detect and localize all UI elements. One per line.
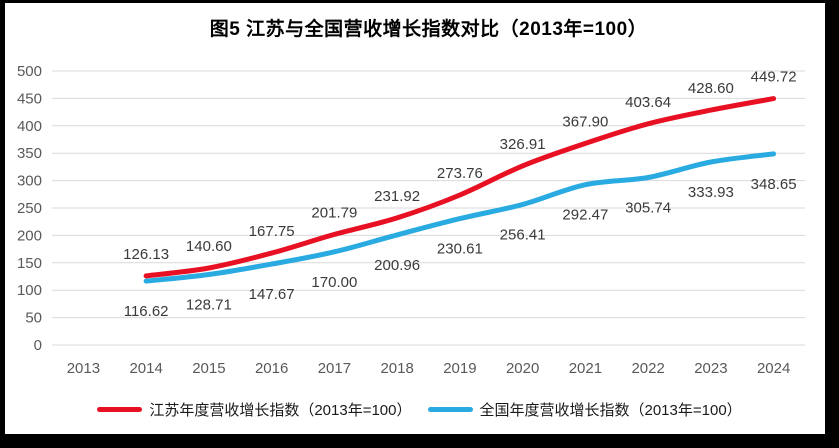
data-label-series0-2020: 326.91 xyxy=(500,136,546,153)
xtick-label-2018: 2018 xyxy=(380,360,413,377)
frame-left xyxy=(0,0,5,448)
xtick-label-2020: 2020 xyxy=(506,360,539,377)
legend: 江苏年度营收增长指数（2013年=100） 全国年度营收增长指数（2013年=1… xyxy=(0,398,839,420)
xtick-label-2013: 2013 xyxy=(67,360,100,377)
data-label-series1-2017: 170.00 xyxy=(311,274,357,291)
legend-label-national: 全国年度营收增长指数（2013年=100） xyxy=(479,401,742,419)
data-label-series1-2019: 230.61 xyxy=(437,241,483,258)
data-label-series1-2016: 147.67 xyxy=(249,286,295,303)
xtick-label-2022: 2022 xyxy=(631,360,664,377)
ytick-label-200: 200 xyxy=(17,227,42,244)
data-label-series1-2018: 200.96 xyxy=(374,257,420,274)
data-label-series0-2024: 449.72 xyxy=(751,69,797,86)
xtick-label-2024: 2024 xyxy=(757,360,790,377)
legend-swatch-jiangsu-line-icon xyxy=(97,406,143,412)
xtick-label-2014: 2014 xyxy=(129,360,162,377)
data-label-series0-2014: 126.13 xyxy=(123,246,169,263)
ytick-label-500: 500 xyxy=(17,63,42,80)
xtick-label-2017: 2017 xyxy=(318,360,351,377)
data-label-series1-2022: 305.74 xyxy=(625,199,671,216)
ytick-label-350: 350 xyxy=(17,145,42,162)
chart-title: 图5 江苏与全国营收增长指数对比（2013年=100） xyxy=(209,19,648,40)
data-label-series0-2023: 428.60 xyxy=(688,80,734,97)
legend-item-national: 全国年度营收增长指数（2013年=100） xyxy=(427,399,742,420)
legend-item-jiangsu: 江苏年度营收增长指数（2013年=100） xyxy=(97,399,412,420)
xtick-label-2019: 2019 xyxy=(443,360,476,377)
ytick-label-150: 150 xyxy=(17,255,42,272)
data-label-series1-2020: 256.41 xyxy=(500,226,546,243)
data-label-series0-2017: 201.79 xyxy=(311,204,357,221)
ytick-label-400: 400 xyxy=(17,118,42,135)
ytick-label-0: 0 xyxy=(34,337,42,354)
series-line-1 xyxy=(143,151,777,284)
frame-right xyxy=(825,0,839,448)
ytick-label-100: 100 xyxy=(17,282,42,299)
legend-label-jiangsu: 江苏年度营收增长指数（2013年=100） xyxy=(149,401,412,419)
xtick-label-2016: 2016 xyxy=(255,360,288,377)
ytick-label-300: 300 xyxy=(17,173,42,190)
data-label-series0-2021: 367.90 xyxy=(562,113,608,130)
data-label-series0-2022: 403.64 xyxy=(625,94,671,111)
series-line-0 xyxy=(143,96,777,279)
data-label-series1-2021: 292.47 xyxy=(562,207,608,224)
data-label-series0-2016: 167.75 xyxy=(249,223,295,240)
data-label-series1-2024: 348.65 xyxy=(751,176,797,193)
data-label-series0-2018: 231.92 xyxy=(374,188,420,205)
xtick-label-2023: 2023 xyxy=(694,360,727,377)
frame-bottom xyxy=(0,434,839,448)
ytick-label-450: 450 xyxy=(17,90,42,107)
data-label-series0-2019: 273.76 xyxy=(437,165,483,182)
data-label-series1-2023: 333.93 xyxy=(688,184,734,201)
data-label-series1-2014: 116.62 xyxy=(124,303,169,320)
ytick-label-250: 250 xyxy=(17,200,42,217)
xtick-label-2021: 2021 xyxy=(569,360,602,377)
frame-top xyxy=(0,0,839,3)
ytick-label-50: 50 xyxy=(25,310,42,327)
legend-swatch-national-line-icon xyxy=(427,406,473,412)
data-label-series1-2015: 128.71 xyxy=(186,296,232,313)
data-label-series0-2015: 140.60 xyxy=(186,238,232,255)
xtick-label-2015: 2015 xyxy=(192,360,225,377)
